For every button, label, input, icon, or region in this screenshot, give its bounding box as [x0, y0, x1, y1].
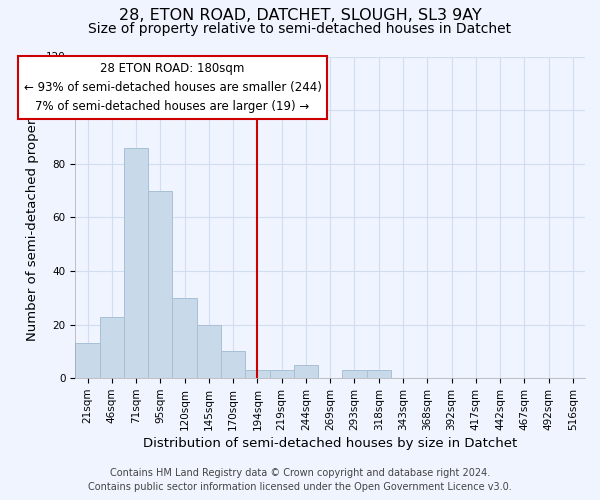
Bar: [197, 324, 221, 378]
Text: 28, ETON ROAD, DATCHET, SLOUGH, SL3 9AY: 28, ETON ROAD, DATCHET, SLOUGH, SL3 9AY: [119, 8, 481, 22]
Bar: [148, 190, 172, 378]
Bar: [76, 344, 100, 378]
Bar: [124, 148, 148, 378]
Y-axis label: Number of semi-detached properties: Number of semi-detached properties: [26, 94, 39, 340]
Bar: [221, 352, 245, 378]
Bar: [245, 370, 269, 378]
Text: 28 ETON ROAD: 180sqm
← 93% of semi-detached houses are smaller (244)
7% of semi-: 28 ETON ROAD: 180sqm ← 93% of semi-detac…: [23, 62, 322, 113]
Bar: [294, 365, 318, 378]
Bar: [100, 316, 124, 378]
Bar: [367, 370, 391, 378]
Bar: [343, 370, 367, 378]
X-axis label: Distribution of semi-detached houses by size in Datchet: Distribution of semi-detached houses by …: [143, 437, 517, 450]
Text: Size of property relative to semi-detached houses in Datchet: Size of property relative to semi-detach…: [88, 22, 512, 36]
Bar: [269, 370, 294, 378]
Text: Contains HM Land Registry data © Crown copyright and database right 2024.
Contai: Contains HM Land Registry data © Crown c…: [88, 468, 512, 492]
Bar: [172, 298, 197, 378]
